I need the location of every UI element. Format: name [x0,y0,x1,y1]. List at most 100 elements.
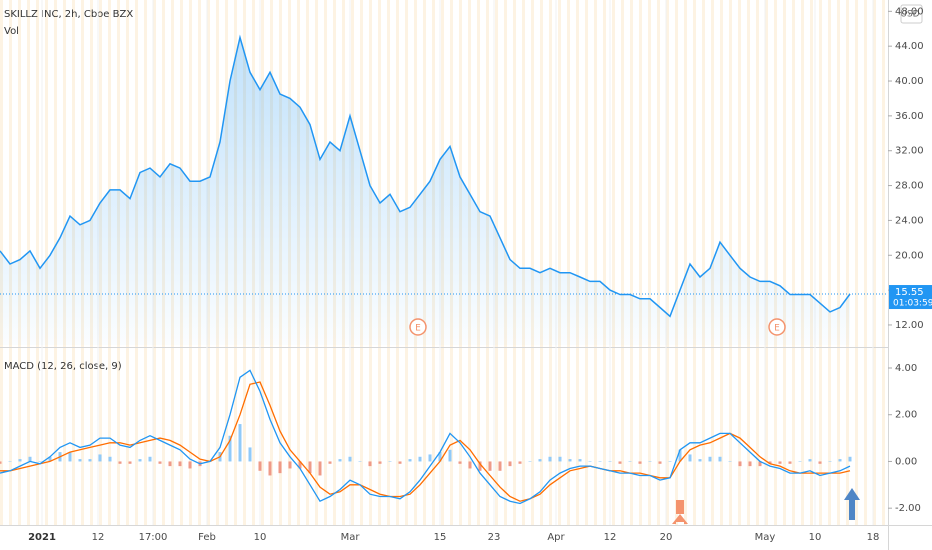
histogram-bar [88,459,92,462]
histogram-bar [388,461,392,462]
histogram-bar [428,454,432,462]
price-area [0,37,850,345]
y-tick-label: 2.00 [895,410,917,421]
y-tick-label: -2.00 [895,503,921,514]
histogram-bar [418,456,422,462]
histogram-bar [438,452,442,462]
histogram-bar [338,459,342,462]
x-tick-label: 10 [809,532,822,543]
histogram-bar [158,461,162,464]
histogram-bar [448,449,452,462]
histogram-bar [548,456,552,462]
histogram-bar [318,461,322,476]
arrow-up-orange [672,500,688,524]
histogram-bar [748,461,752,467]
histogram-bar [768,461,772,464]
x-tick-label: 2021 [28,532,56,543]
x-tick-label: 12 [604,532,617,543]
histogram-bar [568,459,572,462]
histogram-bar [138,459,142,462]
histogram-bar [248,447,252,462]
last-price-label: 15.55 [895,287,924,298]
histogram-bar [598,461,602,462]
histogram-bar [478,461,482,471]
histogram-bar [838,459,842,462]
histogram-bar [348,456,352,462]
arrow-up-blue [844,488,860,520]
histogram-bar [128,461,132,464]
histogram-bar [758,461,762,467]
histogram-bar [798,461,802,462]
histogram-bar [398,461,402,464]
histogram-bar [68,452,72,462]
earnings-label: E [774,324,780,334]
y-tick-label: 12.00 [895,320,924,331]
y-tick-label: 20.00 [895,250,924,261]
last-price-box [889,285,932,310]
histogram-bar [538,459,542,462]
histogram-bar [238,424,242,462]
x-tick-label: May [755,532,776,543]
y-tick-label: 4.00 [895,363,917,374]
x-tick-label: 20 [660,532,673,543]
x-tick-label: 18 [867,532,880,543]
histogram-bar [488,461,492,471]
histogram-bar [98,454,102,462]
histogram-bar [558,456,562,462]
currency-box [900,4,923,24]
histogram-bar [408,459,412,462]
histogram-bar [618,461,622,464]
x-tick-label: Feb [198,532,216,543]
histogram-bar [168,461,172,467]
x-tick-label: 12 [92,532,105,543]
histogram-bar [28,456,32,462]
histogram-bar [8,461,12,462]
histogram-bar [818,461,822,464]
histogram-bar [658,461,662,464]
histogram-bar [458,461,462,464]
volume-label: Vol [4,26,19,37]
y-tick-label: 32.00 [895,146,924,157]
histogram-bar [728,461,732,462]
x-tick-label: Apr [547,532,565,543]
histogram-bar [148,456,152,462]
earnings-marker [409,318,427,336]
macd-title: MACD (12, 26, close, 9) [4,361,122,372]
histogram-bar [828,461,832,462]
histogram-bar [378,461,382,464]
y-tick-label: 24.00 [895,215,924,226]
histogram-bar [268,461,272,476]
histogram-bar [498,461,502,471]
earnings-marker [768,318,786,336]
histogram-bar [608,461,612,462]
y-tick-label: 28.00 [895,181,924,192]
histogram-bar [778,461,782,464]
histogram-bar [178,461,182,467]
histogram-bar [708,456,712,462]
chart-title: SKILLZ INC, 2h, Cboe BZX [4,9,133,20]
histogram-bar [848,456,852,462]
histogram-bar [508,461,512,467]
histogram-bar [468,461,472,469]
histogram-bar [648,461,652,462]
histogram-bar [258,461,262,471]
earnings-label: E [415,324,421,334]
histogram-bar [288,461,292,469]
histogram-bar [808,459,812,462]
x-tick-label: 23 [488,532,501,543]
histogram-bar [18,459,22,462]
histogram-bar [668,461,672,462]
currency-label: USD [900,10,919,20]
histogram-bar [368,461,372,467]
histogram-bar [528,461,532,462]
histogram-bar [78,459,82,462]
y-tick-label: 48.00 [895,6,924,17]
x-tick-label: 15 [434,532,447,543]
histogram-bar [228,435,232,462]
histogram-bar [108,456,112,462]
histogram-bar [688,454,692,462]
y-tick-label: 40.00 [895,76,924,87]
x-tick-label: Mar [341,532,361,543]
histogram-bar [308,461,312,474]
